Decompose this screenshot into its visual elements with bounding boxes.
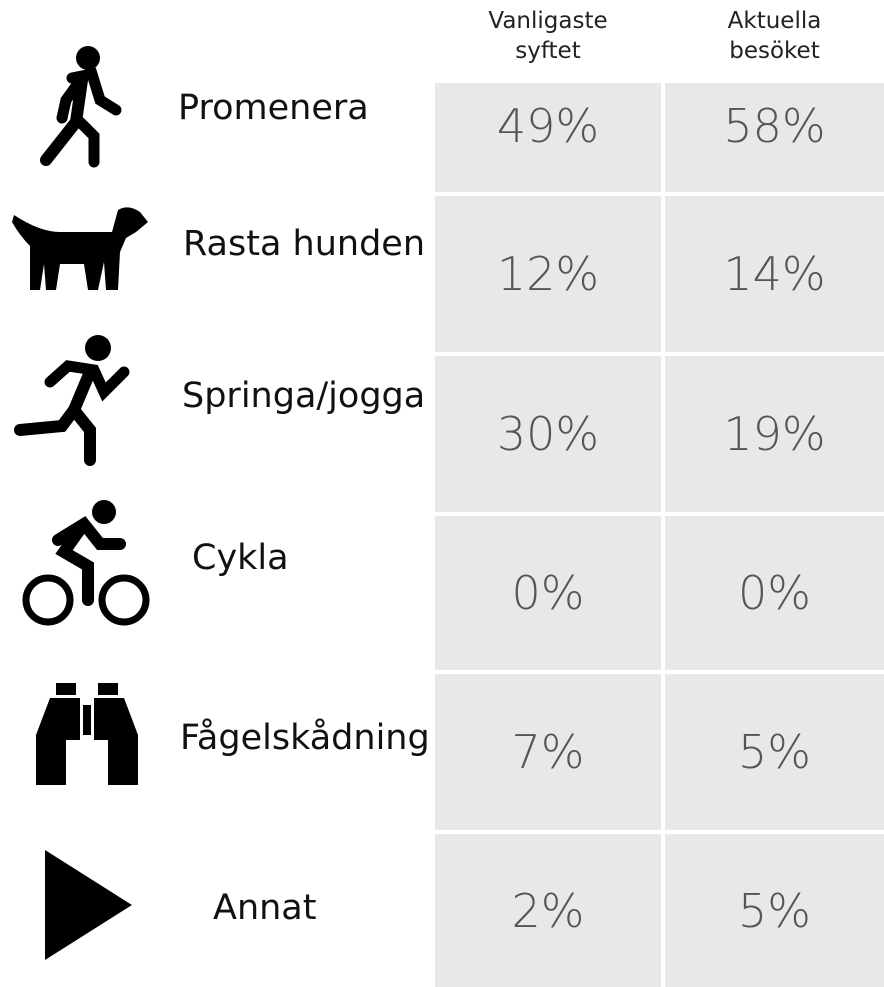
value-cell: 19%	[665, 356, 884, 512]
value-cell: 0%	[665, 516, 884, 670]
column-header: Vanligaste	[488, 8, 608, 34]
row-label: Springa/jogga	[182, 376, 426, 416]
row-label: Promenera	[178, 88, 369, 128]
row-label: Rasta hunden	[183, 224, 426, 264]
dog-icon	[12, 207, 148, 290]
value-cell: 14%	[665, 196, 884, 352]
value-cell: 5%	[665, 834, 884, 987]
value-cell: 49%	[435, 83, 661, 192]
value-cell: 2%	[435, 834, 661, 987]
value-cell: 7%	[435, 674, 661, 830]
value-cell: 5%	[665, 674, 884, 830]
walk-icon	[40, 46, 122, 168]
column-header: Aktuella	[727, 8, 822, 34]
row-label: Fågelskådning	[180, 718, 430, 758]
value-cell: 0%	[435, 516, 661, 670]
row-label: Annat	[213, 888, 317, 928]
column-header: syftet	[515, 38, 581, 64]
value-cell: 12%	[435, 196, 661, 352]
play-icon	[45, 850, 132, 960]
binoculars-icon	[36, 683, 138, 785]
row-label: Cykla	[192, 538, 289, 578]
column-header: besöket	[729, 38, 820, 64]
value-cell: 30%	[435, 356, 661, 512]
value-cell: 58%	[665, 83, 884, 192]
bike-icon	[22, 500, 150, 626]
run-icon	[14, 335, 130, 466]
